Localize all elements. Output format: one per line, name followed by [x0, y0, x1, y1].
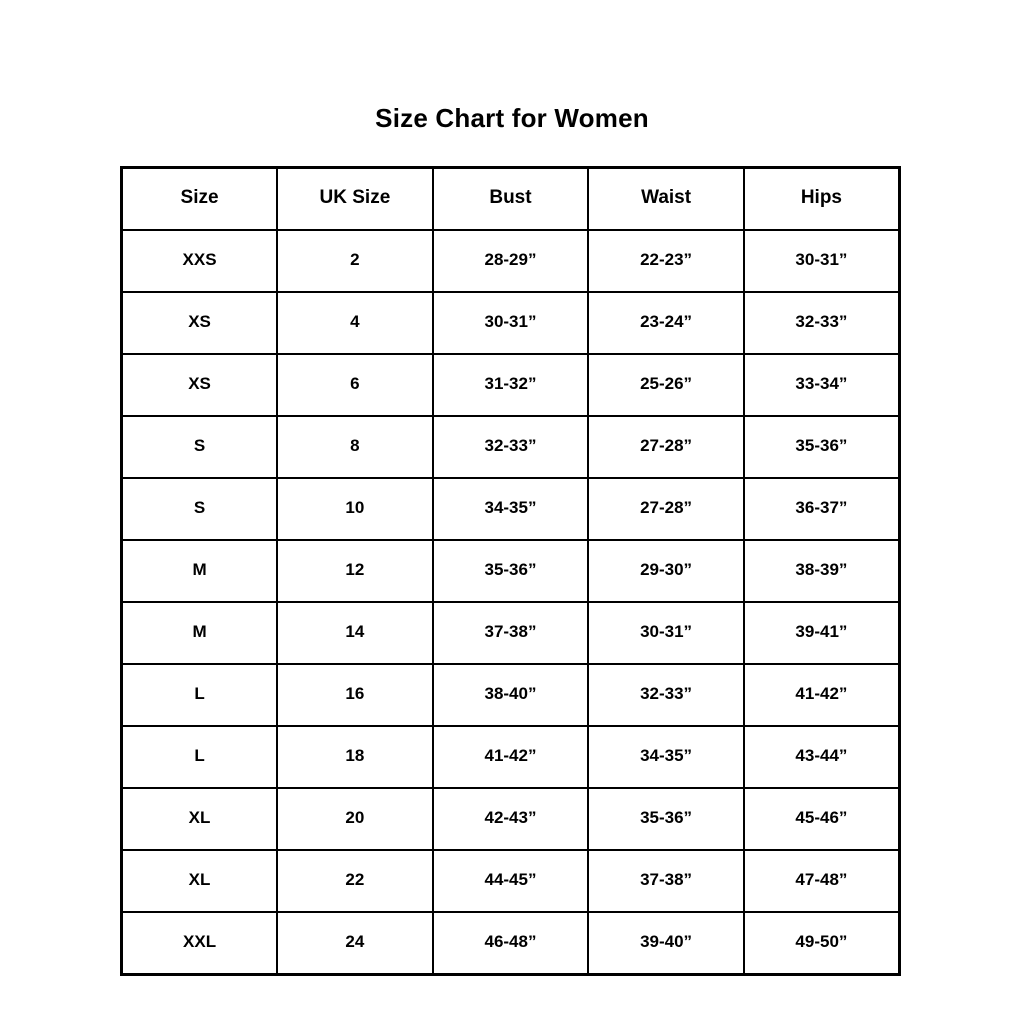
- table-row: M 14 37-38” 30-31” 39-41”: [120, 601, 901, 665]
- table-row: XS 6 31-32” 25-26” 33-34”: [120, 353, 901, 417]
- cell-bust: 41-42”: [431, 725, 590, 789]
- cell-uk-size: 8: [276, 415, 434, 479]
- cell-size: L: [120, 663, 279, 727]
- cell-bust: 37-38”: [431, 601, 590, 665]
- column-header-hips: Hips: [742, 166, 901, 231]
- cell-waist: 30-31”: [587, 601, 745, 665]
- cell-uk-size: 14: [276, 601, 434, 665]
- table-row: XL 22 44-45” 37-38” 47-48”: [120, 849, 901, 913]
- cell-size: M: [120, 539, 279, 603]
- cell-bust: 28-29”: [431, 229, 590, 293]
- table-row: XXS 2 28-29” 22-23” 30-31”: [120, 229, 901, 293]
- cell-hips: 43-44”: [742, 725, 901, 789]
- cell-hips: 49-50”: [742, 911, 901, 976]
- cell-size: S: [120, 477, 279, 541]
- cell-hips: 39-41”: [742, 601, 901, 665]
- cell-size: XL: [120, 787, 279, 851]
- cell-hips: 33-34”: [742, 353, 901, 417]
- cell-bust: 34-35”: [431, 477, 590, 541]
- table-row: XXL 24 46-48” 39-40” 49-50”: [120, 911, 901, 976]
- cell-hips: 32-33”: [742, 291, 901, 355]
- cell-uk-size: 10: [276, 477, 434, 541]
- cell-hips: 38-39”: [742, 539, 901, 603]
- cell-uk-size: 6: [276, 353, 434, 417]
- cell-hips: 41-42”: [742, 663, 901, 727]
- cell-waist: 37-38”: [587, 849, 745, 913]
- table-body: XXS 2 28-29” 22-23” 30-31” XS 4 30-31” 2…: [120, 229, 901, 976]
- column-header-waist: Waist: [587, 166, 745, 231]
- cell-waist: 29-30”: [587, 539, 745, 603]
- size-table-container: Size UK Size Bust Waist Hips XXS 2 28-29…: [120, 166, 901, 976]
- table-row: XS 4 30-31” 23-24” 32-33”: [120, 291, 901, 355]
- column-header-uk-size: UK Size: [276, 166, 434, 231]
- cell-uk-size: 12: [276, 539, 434, 603]
- cell-hips: 36-37”: [742, 477, 901, 541]
- cell-uk-size: 16: [276, 663, 434, 727]
- cell-size: XS: [120, 291, 279, 355]
- cell-uk-size: 20: [276, 787, 434, 851]
- table-row: S 10 34-35” 27-28” 36-37”: [120, 477, 901, 541]
- cell-waist: 39-40”: [587, 911, 745, 976]
- cell-hips: 45-46”: [742, 787, 901, 851]
- cell-bust: 30-31”: [431, 291, 590, 355]
- cell-size: XL: [120, 849, 279, 913]
- cell-uk-size: 4: [276, 291, 434, 355]
- cell-uk-size: 18: [276, 725, 434, 789]
- cell-hips: 30-31”: [742, 229, 901, 293]
- cell-bust: 38-40”: [431, 663, 590, 727]
- cell-waist: 27-28”: [587, 477, 745, 541]
- cell-bust: 42-43”: [431, 787, 590, 851]
- cell-size: XS: [120, 353, 279, 417]
- table-header: Size UK Size Bust Waist Hips: [120, 166, 901, 231]
- cell-size: M: [120, 601, 279, 665]
- column-header-bust: Bust: [431, 166, 590, 231]
- table-header-row: Size UK Size Bust Waist Hips: [120, 166, 901, 231]
- column-header-size: Size: [120, 166, 279, 231]
- cell-waist: 22-23”: [587, 229, 745, 293]
- size-chart-table: Size UK Size Bust Waist Hips XXS 2 28-29…: [120, 166, 901, 976]
- cell-waist: 23-24”: [587, 291, 745, 355]
- cell-size: XXS: [120, 229, 279, 293]
- cell-uk-size: 22: [276, 849, 434, 913]
- cell-size: XXL: [120, 911, 279, 976]
- cell-waist: 34-35”: [587, 725, 745, 789]
- table-row: XL 20 42-43” 35-36” 45-46”: [120, 787, 901, 851]
- cell-bust: 32-33”: [431, 415, 590, 479]
- cell-bust: 35-36”: [431, 539, 590, 603]
- table-row: L 16 38-40” 32-33” 41-42”: [120, 663, 901, 727]
- cell-uk-size: 2: [276, 229, 434, 293]
- cell-bust: 46-48”: [431, 911, 590, 976]
- cell-bust: 31-32”: [431, 353, 590, 417]
- cell-bust: 44-45”: [431, 849, 590, 913]
- cell-waist: 27-28”: [587, 415, 745, 479]
- cell-size: S: [120, 415, 279, 479]
- cell-waist: 35-36”: [587, 787, 745, 851]
- cell-waist: 32-33”: [587, 663, 745, 727]
- table-row: L 18 41-42” 34-35” 43-44”: [120, 725, 901, 789]
- cell-size: L: [120, 725, 279, 789]
- page-title: Size Chart for Women: [375, 103, 649, 133]
- cell-waist: 25-26”: [587, 353, 745, 417]
- cell-hips: 35-36”: [742, 415, 901, 479]
- table-row: S 8 32-33” 27-28” 35-36”: [120, 415, 901, 479]
- cell-uk-size: 24: [276, 911, 434, 976]
- cell-hips: 47-48”: [742, 849, 901, 913]
- table-row: M 12 35-36” 29-30” 38-39”: [120, 539, 901, 603]
